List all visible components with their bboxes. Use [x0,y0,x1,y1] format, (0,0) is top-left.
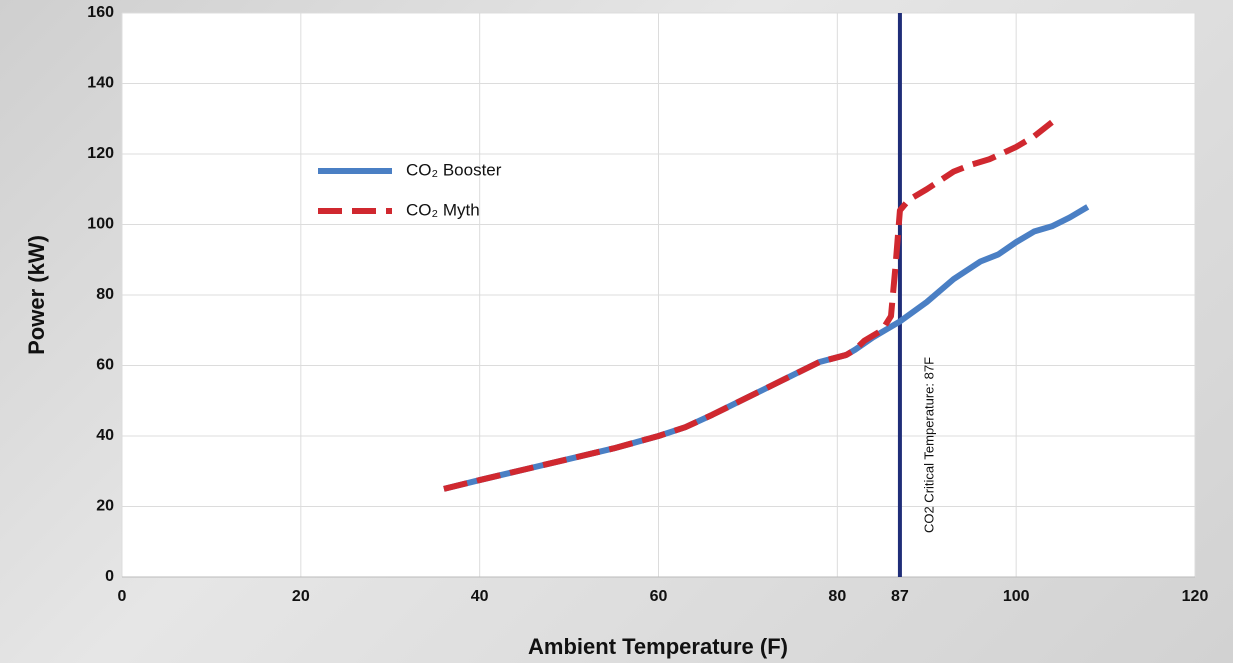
x-tick-label: 120 [1182,588,1209,605]
legend-label: CO₂ Myth [406,200,480,219]
x-tick-label: 100 [1003,588,1030,605]
x-tick-label: 20 [292,588,310,605]
x-tick-label: 80 [828,588,846,605]
x-tick-label: 0 [118,588,127,605]
y-tick-label: 160 [87,4,114,21]
annotation: CO2 Critical Temperature: 87F [921,357,936,533]
y-axis-label: Power (kW) [24,235,49,355]
legend-label: CO₂ Booster [406,160,502,179]
x-tick-label: 40 [471,588,489,605]
y-tick-label: 100 [87,216,114,233]
y-tick-label: 40 [96,427,114,444]
y-tick-label: 80 [96,286,114,303]
y-tick-label: 20 [96,498,114,515]
series-line [443,119,1054,492]
y-tick-label: 120 [87,145,114,162]
y-tick-label: 0 [105,568,114,585]
x-axis-label: Ambient Temperature (F) [528,634,788,659]
y-tick-label: 60 [96,357,114,374]
y-tick-label: 140 [87,75,114,92]
x-tick-label: 87 [891,588,909,605]
x-tick-label: 60 [650,588,668,605]
